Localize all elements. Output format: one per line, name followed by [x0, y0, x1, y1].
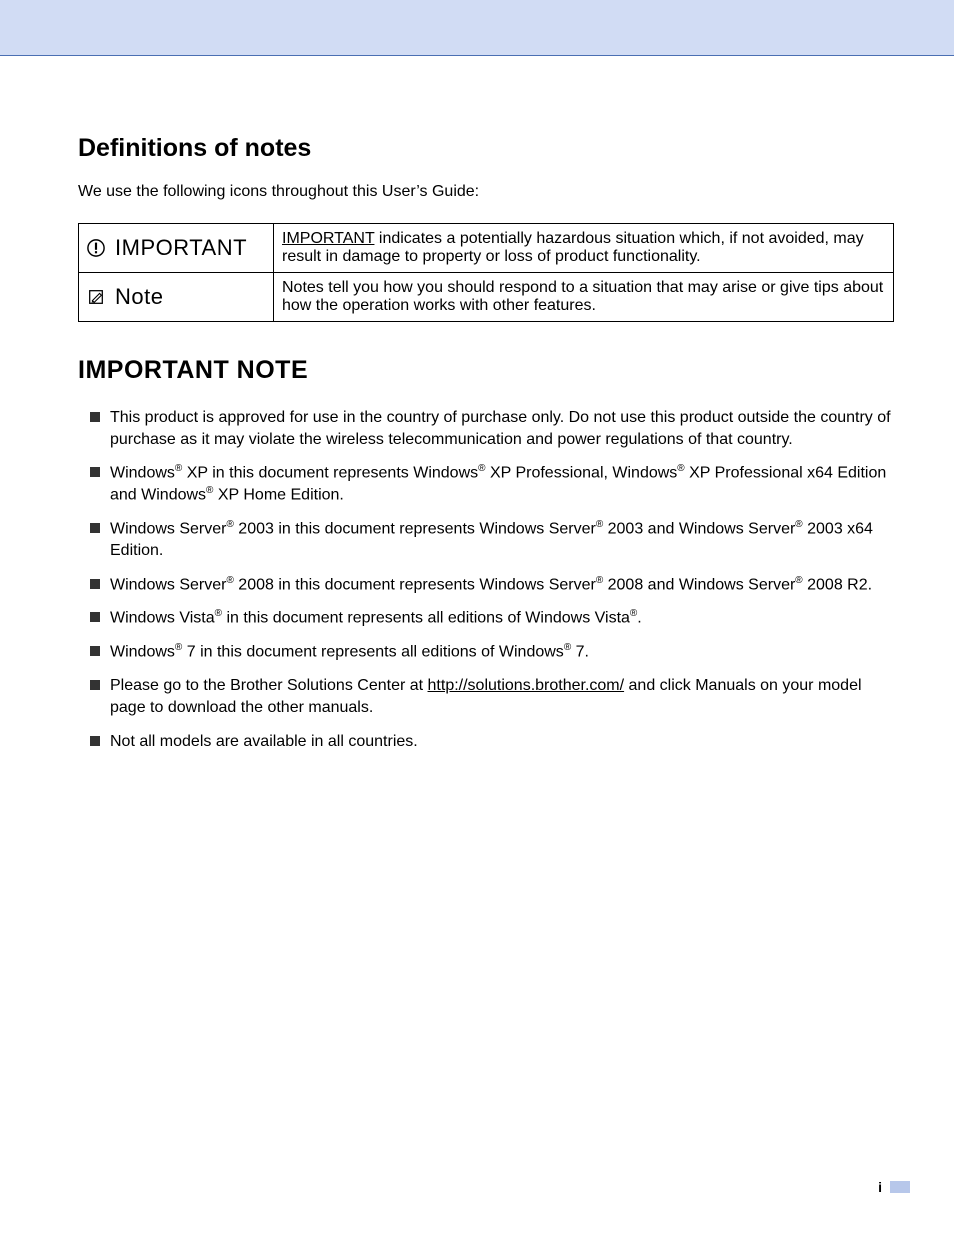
page-tab	[890, 1181, 910, 1193]
list-item: Windows® XP in this document represents …	[90, 462, 894, 506]
important-cell: IMPORTANT	[79, 224, 274, 273]
important-note-list: This product is approved for use in the …	[78, 407, 894, 752]
definitions-table: IMPORTANT IMPORTANT indicates a potentia…	[78, 223, 894, 322]
list-item: Not all models are available in all coun…	[90, 731, 894, 753]
definitions-title: Definitions of notes	[78, 134, 894, 163]
note-desc-text: Notes tell you how you should respond to…	[282, 279, 883, 314]
important-label: IMPORTANT	[115, 235, 247, 261]
header-band	[0, 0, 954, 56]
list-item: Please go to the Brother Solutions Cente…	[90, 675, 894, 718]
note-label: Note	[115, 284, 163, 310]
note-desc: Notes tell you how you should respond to…	[274, 273, 894, 322]
important-desc: IMPORTANT indicates a potentially hazard…	[274, 224, 894, 273]
important-note-title: IMPORTANT NOTE	[78, 356, 894, 385]
page-number: i	[878, 1179, 882, 1195]
list-item: Windows Server® 2008 in this document re…	[90, 574, 894, 596]
note-icon	[87, 288, 105, 306]
page-footer: i	[878, 1179, 910, 1195]
important-keyword: IMPORTANT	[282, 230, 374, 247]
table-row: Note Notes tell you how you should respo…	[79, 273, 894, 322]
page-content: Definitions of notes We use the followin…	[0, 56, 954, 752]
list-item: Windows Server® 2003 in this document re…	[90, 518, 894, 562]
definitions-intro: We use the following icons throughout th…	[78, 183, 894, 201]
note-cell: Note	[79, 273, 274, 322]
table-row: IMPORTANT IMPORTANT indicates a potentia…	[79, 224, 894, 273]
list-item: Windows Vista® in this document represen…	[90, 607, 894, 629]
solutions-link[interactable]: http://solutions.brother.com/	[428, 677, 625, 694]
important-icon	[87, 239, 105, 257]
list-item: This product is approved for use in the …	[90, 407, 894, 450]
list-item: Windows® 7 in this document represents a…	[90, 641, 894, 663]
